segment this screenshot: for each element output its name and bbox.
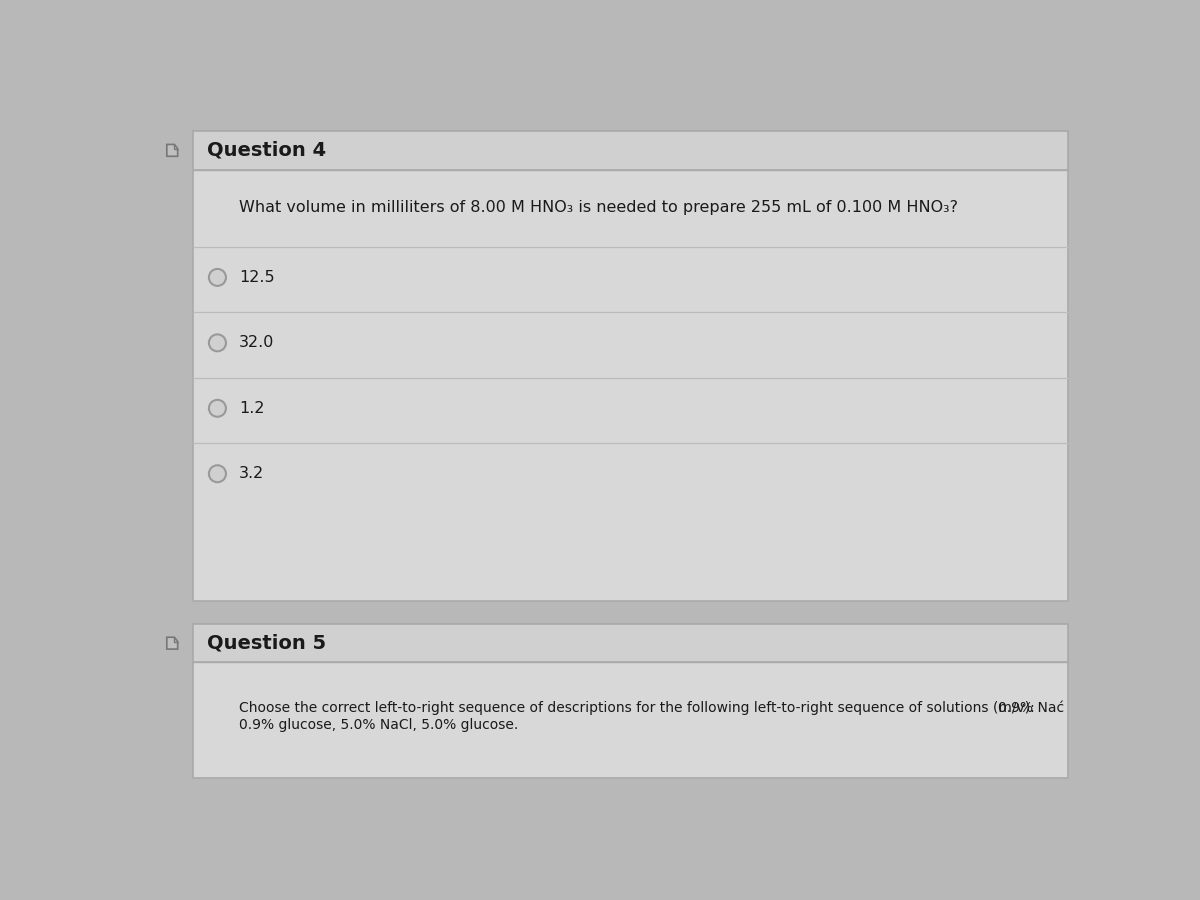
Text: 0.9% glucose, 5.0% NaCl, 5.0% glucose.: 0.9% glucose, 5.0% NaCl, 5.0% glucose. (239, 718, 518, 732)
Bar (193, 624, 1068, 662)
Circle shape (209, 400, 226, 417)
Text: Question 4: Question 4 (206, 140, 325, 160)
Polygon shape (167, 144, 178, 157)
Bar (193, 624, 1068, 778)
Text: What volume in milliliters of 8.00 M HNO₃ is needed to prepare 255 mL of 0.100 M: What volume in milliliters of 8.00 M HNO… (239, 201, 958, 215)
Text: 12.5: 12.5 (239, 270, 275, 285)
Circle shape (209, 465, 226, 482)
Text: Choose the correct left-to-right sequence of descriptions for the following left: Choose the correct left-to-right sequenc… (239, 701, 1034, 715)
Polygon shape (167, 637, 178, 649)
Bar (193, 131, 1068, 601)
Circle shape (209, 335, 226, 351)
Text: 32.0: 32.0 (239, 336, 275, 350)
Text: 1.2: 1.2 (239, 400, 265, 416)
Bar (193, 131, 1068, 169)
Text: 3.2: 3.2 (239, 466, 264, 482)
Text: 0.9% Nać: 0.9% Nać (998, 701, 1064, 715)
Circle shape (209, 269, 226, 286)
Text: Question 5: Question 5 (206, 634, 325, 652)
